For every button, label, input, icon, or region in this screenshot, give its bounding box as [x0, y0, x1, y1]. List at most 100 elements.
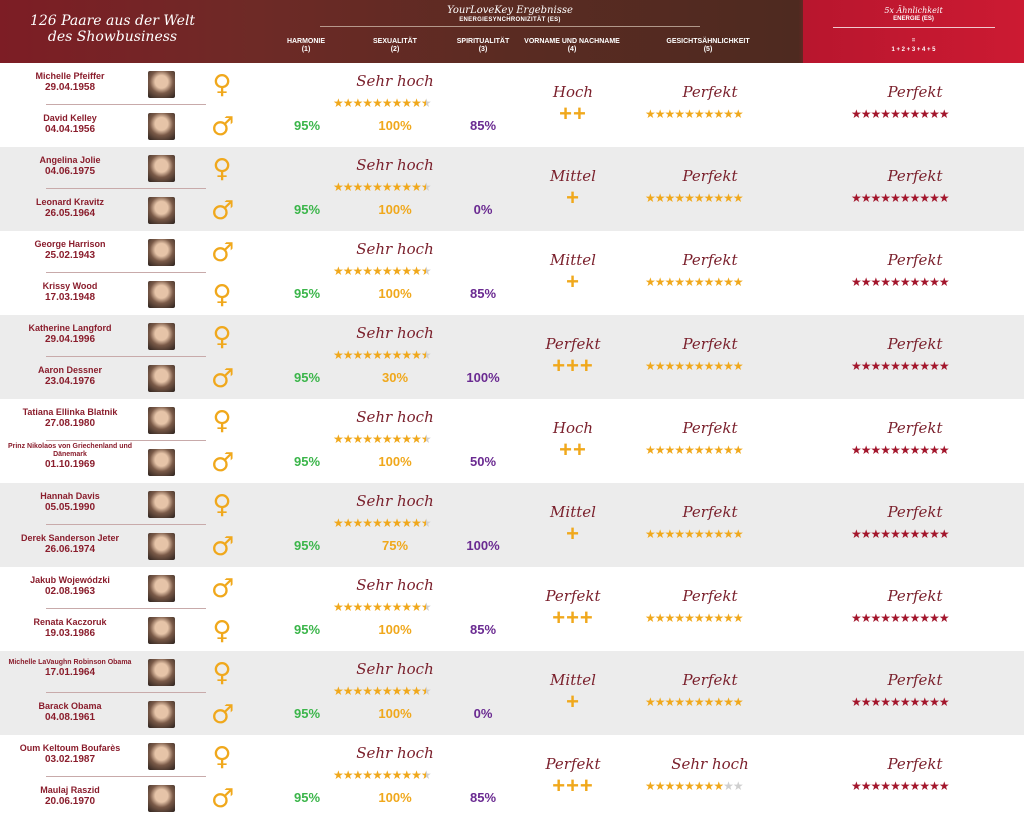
star-icon: ★	[851, 695, 862, 709]
star-icon: ★	[674, 275, 685, 289]
avatar	[148, 701, 175, 728]
sexualitaet-stars: ★★★★★★★★★★	[333, 684, 432, 698]
sexualitaet-value: 100%	[378, 706, 412, 721]
col-header-num: (3)	[478, 46, 488, 53]
energy-stars: ★★★★★★★★★★	[851, 695, 950, 709]
star-icon: ★	[420, 684, 432, 698]
star-icon: ★	[723, 275, 734, 289]
person-info: Jakub Wojewódzki 02.08.1963	[0, 574, 140, 598]
person-name: Jakub Wojewódzki	[30, 575, 110, 585]
star-icon: ★	[919, 107, 930, 121]
star-icon: ★	[420, 180, 432, 194]
energy-rating-label: Perfekt	[887, 755, 943, 773]
male-icon: ♂	[211, 784, 235, 814]
star-icon: ★	[723, 527, 734, 541]
star-icon: ★	[342, 264, 354, 278]
person-name: Michelle LaVaughn Robinson Obama	[8, 659, 132, 666]
star-icon: ★	[362, 348, 373, 362]
star-icon: ★	[723, 107, 734, 121]
avatar	[148, 239, 175, 266]
star-icon: ★	[713, 107, 724, 121]
star-icon: ★	[420, 768, 432, 782]
star-icon: ★	[929, 191, 940, 205]
person-name: Barack Obama	[38, 701, 102, 711]
star-icon: ★	[391, 180, 403, 194]
star-icon: ★	[860, 611, 872, 625]
star-icon: ★	[645, 107, 656, 121]
sexualitaet-value: 100%	[378, 286, 412, 301]
name-plus-rating: +++	[552, 353, 594, 378]
col-header-gesicht: GESICHTSÄHNLICHKEIT (5)	[650, 38, 766, 54]
star-icon: ★	[684, 695, 695, 709]
birth-date: 01.10.1969	[44, 459, 96, 470]
star-icon: ★	[732, 107, 744, 121]
sexualitaet-value: 100%	[378, 790, 412, 805]
sexualitaet-stars: ★★★★★★★★★★	[333, 180, 432, 194]
sexualitaet-value: 30%	[381, 370, 409, 385]
energy-stars: ★★★★★★★★★★	[851, 443, 950, 457]
star-icon: ★	[851, 191, 862, 205]
star-icon: ★	[401, 348, 412, 362]
star-icon: ★	[909, 191, 921, 205]
star-icon: ★	[909, 695, 921, 709]
star-icon: ★	[860, 443, 872, 457]
star-icon: ★	[860, 107, 872, 121]
person-info: Tatiana Ellinka Blatnik 27.08.1980	[0, 406, 140, 430]
col-header-label: HARMONIE	[286, 38, 326, 45]
col-header-num: (4)	[567, 46, 577, 53]
star-icon: ★	[645, 611, 656, 625]
male-icon: ♂	[211, 238, 235, 268]
name-rating-label: Perfekt	[545, 755, 601, 773]
star-icon: ★	[919, 275, 930, 289]
star-icon: ★	[401, 516, 412, 530]
star-icon: ★	[391, 600, 403, 614]
star-icon: ★	[703, 527, 715, 541]
star-icon: ★	[880, 443, 891, 457]
star-icon: ★	[664, 527, 676, 541]
star-icon: ★	[654, 695, 666, 709]
star-icon: ★	[411, 684, 422, 698]
star-icon: ★	[929, 107, 940, 121]
person-name: Maulaj Raszid	[40, 785, 100, 795]
star-icon: ★	[938, 275, 950, 289]
star-icon: ★	[713, 611, 724, 625]
star-icon: ★	[401, 180, 412, 194]
name-plus-rating: ++	[559, 101, 587, 126]
star-icon: ★	[703, 191, 715, 205]
star-icon: ★	[880, 191, 891, 205]
person-name: Prinz Nikolaos von Griechenland und Däne…	[7, 443, 133, 458]
sexualitaet-stars: ★★★★★★★★★★	[333, 600, 432, 614]
star-icon: ★	[372, 516, 383, 530]
female-icon: ♀	[212, 742, 232, 772]
spiritualitaet-value: 100%	[466, 538, 500, 553]
name-rating-label: Hoch	[552, 83, 594, 101]
star-icon: ★	[342, 684, 354, 698]
female-icon: ♀	[212, 658, 232, 688]
star-icon: ★	[919, 695, 930, 709]
star-icon: ★	[401, 96, 412, 110]
star-icon: ★	[674, 359, 685, 373]
star-icon: ★	[880, 695, 891, 709]
star-icon: ★	[870, 359, 882, 373]
female-icon: ♀	[212, 406, 232, 436]
harmonie-value: 95%	[293, 370, 321, 385]
face-stars: ★★★★★★★★★★	[645, 191, 744, 205]
birth-date: 02.08.1963	[44, 586, 96, 597]
harmonie-value: 95%	[293, 538, 321, 553]
star-icon: ★	[654, 527, 666, 541]
star-icon: ★	[860, 275, 872, 289]
star-icon: ★	[362, 96, 373, 110]
sexualitaet-value: 100%	[378, 622, 412, 637]
energy-divider	[833, 27, 995, 28]
star-icon: ★	[693, 527, 705, 541]
star-icon: ★	[411, 348, 422, 362]
star-icon: ★	[919, 779, 930, 793]
star-icon: ★	[870, 611, 882, 625]
star-icon: ★	[909, 611, 921, 625]
birth-date: 03.02.1987	[44, 754, 96, 765]
col-header-label: SEXUALITÄT	[373, 38, 417, 45]
star-icon: ★	[890, 275, 901, 289]
sexualitaet-value: 75%	[381, 538, 409, 553]
star-icon: ★	[664, 275, 676, 289]
female-icon: ♀	[212, 70, 232, 100]
